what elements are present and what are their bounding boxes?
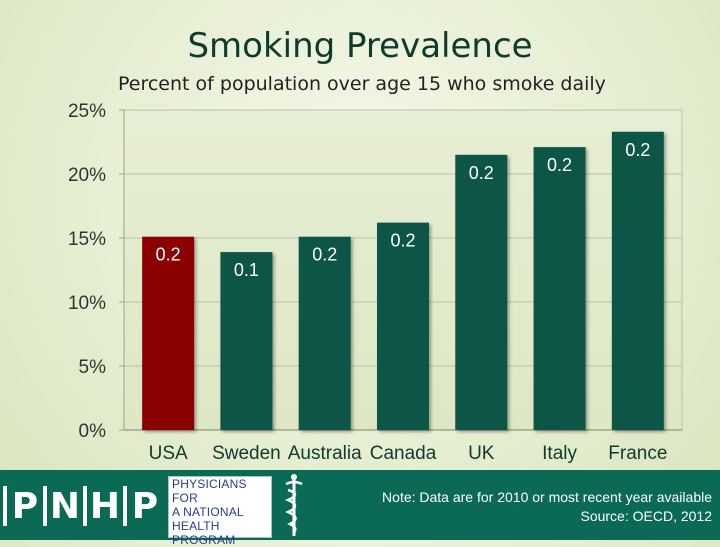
data-label: 0.2	[156, 245, 181, 265]
bar-chart: 0% 5% 10% 15% 20% 25% 0.2 0.1 0.2 0.2 0.2 0.2 0.2 U…	[68, 101, 683, 464]
y-tick-label: 0%	[79, 421, 107, 442]
logo-divider	[83, 486, 87, 526]
logo-letter: P	[131, 485, 159, 527]
data-label: 0.2	[312, 245, 337, 265]
logo-letter: H	[89, 485, 121, 527]
bar-australia	[298, 236, 351, 430]
x-tick-label: France	[608, 443, 667, 464]
caduceus-icon	[284, 474, 303, 536]
org-name-line: A NATIONAL	[172, 505, 244, 519]
y-axis: 0% 5% 10% 15% 20% 25%	[68, 101, 682, 442]
logo-divider	[123, 486, 127, 526]
x-tick-label: UK	[468, 443, 495, 464]
y-tick-label: 15%	[68, 229, 106, 250]
logo-divider	[3, 486, 7, 526]
x-tick-label: Italy	[542, 443, 577, 464]
y-tick-label: 10%	[68, 293, 106, 314]
org-name-line: PHYSICIANS FOR	[172, 477, 247, 505]
x-tick-label: Sweden	[212, 443, 281, 464]
bar-france	[611, 131, 664, 430]
chart-subtitle: Percent of population over age 15 who sm…	[118, 73, 606, 95]
y-tick-label: 25%	[68, 101, 106, 122]
data-label: 0.2	[469, 163, 494, 183]
bar-sweden	[220, 252, 273, 430]
bar-usa	[142, 236, 195, 430]
x-axis: USA Sweden Australia Canada UK Italy France	[149, 443, 668, 464]
note-text: Note: Data are for 2010 or most recent y…	[382, 489, 712, 505]
chart-title: Smoking Prevalence	[187, 26, 533, 66]
data-label: 0.2	[547, 155, 572, 175]
bar-uk	[455, 154, 508, 431]
x-tick-label: USA	[149, 443, 188, 464]
logo-letter: P	[11, 485, 39, 527]
logo-letter: N	[49, 485, 81, 527]
data-label: 0.1	[234, 260, 259, 280]
logo-divider	[43, 486, 47, 526]
y-tick-label: 20%	[68, 165, 106, 186]
bar-canada	[377, 222, 429, 430]
source-text: Source: OECD, 2012	[580, 508, 712, 524]
footnote: Note: Data are for 2010 or most recent y…	[382, 488, 712, 526]
org-name-box: PHYSICIANS FOR A NATIONAL HEALTH PROGRAM	[168, 476, 272, 547]
bar-italy	[533, 147, 586, 430]
bars: 0.2 0.1 0.2 0.2 0.2 0.2 0.2	[142, 131, 664, 431]
footer-bar: P N H P PHYSICIANS FOR A NATIONAL HEALTH…	[0, 470, 720, 547]
data-label: 0.2	[390, 231, 415, 251]
data-label: 0.2	[625, 140, 650, 160]
pnhp-logo: P N H P	[2, 484, 162, 528]
org-name-line: HEALTH	[172, 519, 220, 533]
y-tick-label: 5%	[79, 357, 107, 378]
org-name-line: PROGRAM	[172, 533, 236, 547]
x-tick-label: Canada	[370, 443, 437, 464]
x-tick-label: Australia	[288, 443, 362, 464]
gridlines	[124, 109, 682, 367]
